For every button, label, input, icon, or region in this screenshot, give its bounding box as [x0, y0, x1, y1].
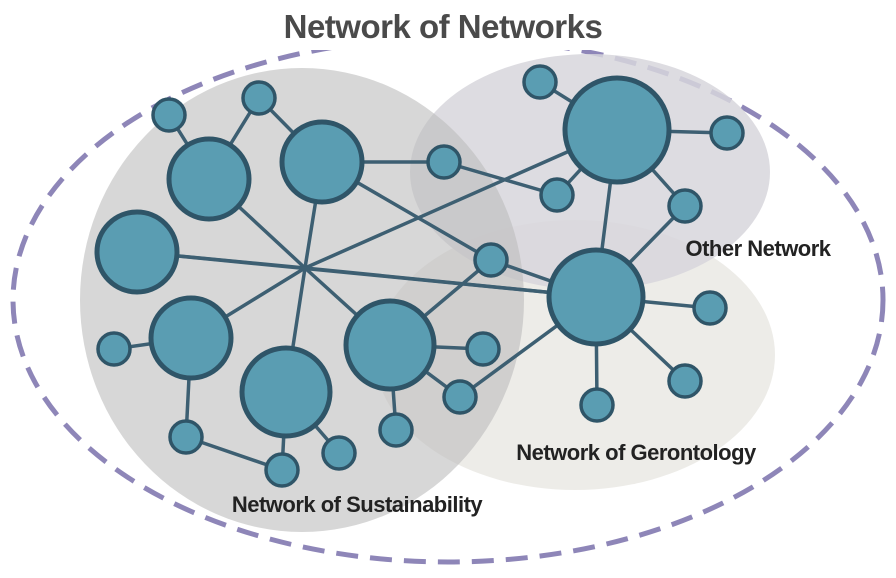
node-s-sm4 — [168, 419, 204, 455]
node-s-sm7 — [378, 412, 414, 448]
label-network-of-sustainability: Network of Sustainability — [232, 492, 484, 517]
node-o-sm3 — [539, 177, 575, 213]
node-o-sm2 — [709, 115, 745, 151]
node-s-big6 — [343, 298, 437, 392]
title-backdrop — [268, 4, 618, 50]
node-o-sm4 — [667, 188, 703, 224]
diagram-title: Network of Networks — [284, 8, 603, 45]
node-s-sm5 — [264, 452, 300, 488]
nodes-group — [94, 64, 745, 488]
node-s-big4 — [148, 295, 234, 381]
node-g-big — [546, 247, 646, 347]
node-g-sm2 — [667, 363, 703, 399]
label-other-network: Other Network — [685, 236, 831, 261]
label-network-of-gerontology: Network of Gerontology — [516, 440, 757, 465]
node-s-big5 — [239, 345, 333, 439]
node-b-sm1 — [426, 144, 462, 180]
node-s-big1 — [166, 136, 252, 222]
edge-b_sm1-o_sm3 — [442, 160, 559, 197]
edge-s_big3-g_big — [135, 250, 598, 299]
node-o-sm1 — [522, 64, 558, 100]
node-s-sm8 — [465, 331, 501, 367]
node-s-sm3 — [96, 331, 132, 367]
node-s-sm2 — [241, 80, 277, 116]
node-s-big2 — [279, 119, 365, 205]
edge-s_hub-o_big — [303, 128, 619, 270]
node-g-sm1 — [692, 290, 728, 326]
node-b-sm2 — [473, 242, 509, 278]
node-s-sm9 — [442, 379, 478, 415]
node-s-sm1 — [151, 97, 187, 133]
node-s-big3 — [94, 209, 180, 295]
node-s-sm6 — [321, 435, 357, 471]
node-o-big — [562, 75, 672, 185]
node-g-sm3 — [579, 387, 615, 423]
